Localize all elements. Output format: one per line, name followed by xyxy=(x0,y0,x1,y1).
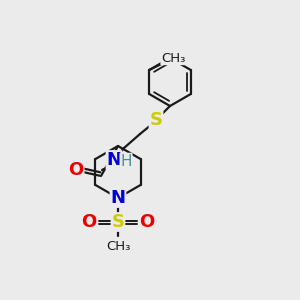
Text: CH₃: CH₃ xyxy=(106,239,130,253)
Text: S: S xyxy=(112,213,124,231)
Text: N: N xyxy=(106,151,122,169)
Text: H: H xyxy=(120,154,132,169)
Text: CH₃: CH₃ xyxy=(161,52,185,64)
Text: O: O xyxy=(81,213,97,231)
Text: N: N xyxy=(110,189,125,207)
Text: O: O xyxy=(140,213,154,231)
Text: S: S xyxy=(149,111,163,129)
Text: O: O xyxy=(68,161,84,179)
